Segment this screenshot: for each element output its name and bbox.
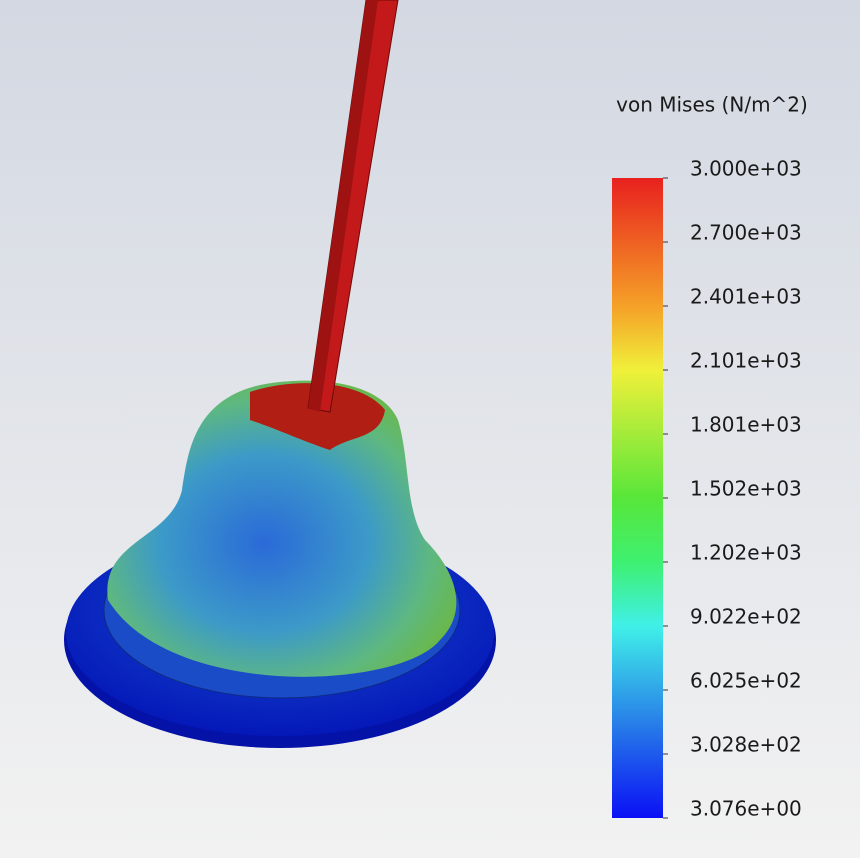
legend-label: 1.502e+03 [690,477,802,501]
hot-zone [250,383,385,450]
legend: von Mises (N/m^2) 3.000e+03 2.700e+03 2.40… [612,93,808,821]
legend-label: 3.028e+02 [690,733,802,757]
legend-label: 6.025e+02 [690,669,802,693]
legend-label: 2.700e+03 [690,221,802,245]
color-bar [612,178,663,818]
bell [107,380,457,677]
legend-label: 9.022e+02 [690,605,802,629]
legend-label: 1.202e+03 [690,541,802,565]
legend-label: 3.076e+00 [690,797,802,821]
legend-label: 2.401e+03 [690,285,802,309]
legend-label: 2.101e+03 [690,349,802,373]
model [64,0,496,748]
legend-label: 3.000e+03 [690,157,802,181]
legend-title: von Mises (N/m^2) [616,93,808,117]
legend-label: 1.801e+03 [690,413,802,437]
rod-side [308,0,378,412]
